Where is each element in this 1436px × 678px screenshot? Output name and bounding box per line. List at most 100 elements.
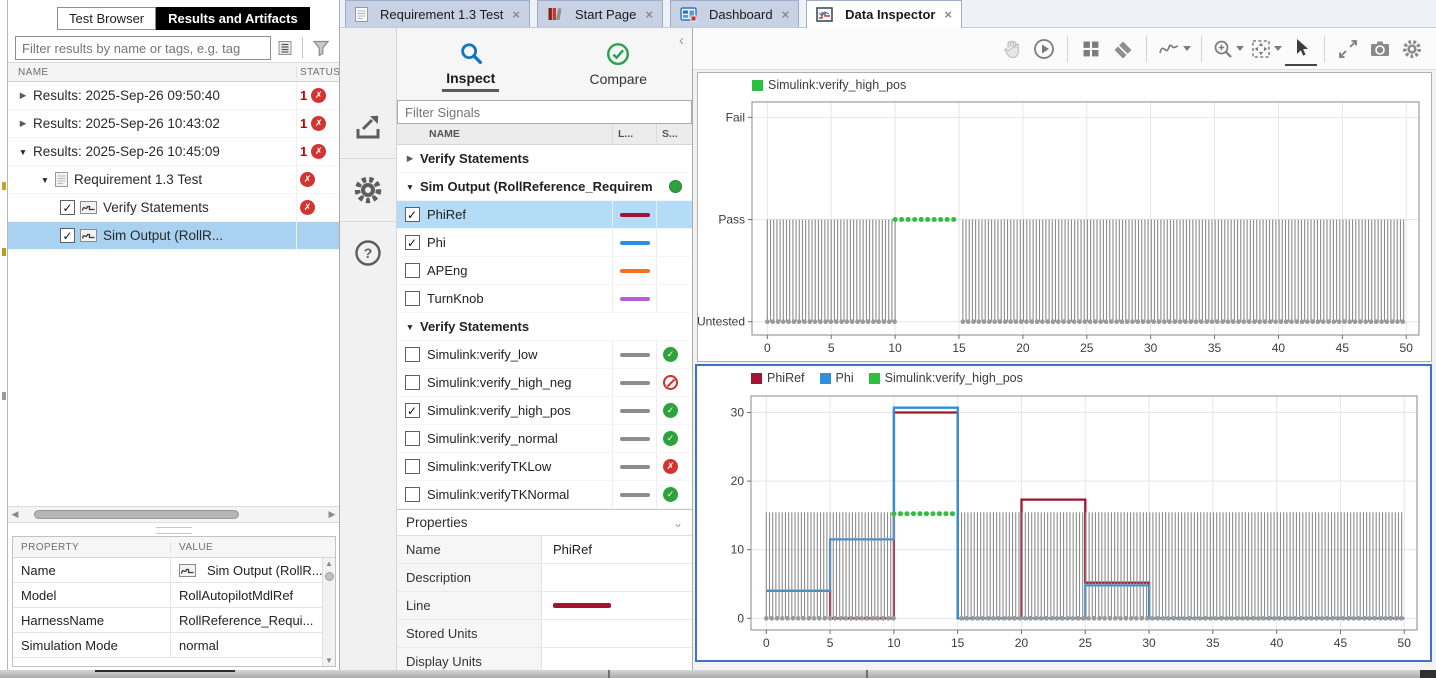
expand-arrow-icon[interactable] [403, 153, 417, 164]
snapshot-button[interactable] [1364, 32, 1396, 66]
collapse-arrow-icon[interactable] [403, 182, 417, 192]
replay-button[interactable] [1028, 32, 1060, 66]
signal-row[interactable]: Simulink:verify_high_pos [397, 397, 692, 425]
signal-row[interactable]: PhiRef [397, 201, 692, 229]
signal-checkbox[interactable] [404, 291, 420, 306]
list-view-icon[interactable] [271, 36, 299, 60]
row-checkbox[interactable] [60, 228, 75, 243]
signal-checkbox[interactable] [404, 375, 420, 390]
property-row[interactable]: Model RollAutopilotMdlRef [13, 583, 335, 608]
fit-to-view-button[interactable] [1247, 32, 1285, 66]
signal-checkbox[interactable] [404, 235, 420, 250]
data-cursor-button[interactable] [1285, 32, 1317, 66]
signal-row[interactable]: Simulink:verify_normal [397, 425, 692, 453]
close-icon[interactable]: × [781, 6, 790, 22]
scroll-up-icon[interactable]: ▲ [325, 559, 333, 568]
property-row[interactable]: Simulation Mode normal [13, 633, 335, 658]
collapse-arrow-icon[interactable] [403, 322, 417, 332]
collapse-arrow-icon[interactable] [16, 147, 30, 157]
scroll-left-icon[interactable]: ◀ [11, 509, 19, 519]
signal-checkbox[interactable] [404, 403, 420, 418]
close-icon[interactable]: × [645, 6, 653, 22]
document-tab-requirement-1-3-test[interactable]: Requirement 1.3 Test × [345, 0, 530, 27]
tab-test-browser[interactable]: Test Browser [57, 7, 157, 30]
results-tree-row[interactable]: Results: 2025-Sep-26 09:50:40 1 [8, 82, 339, 110]
signal-checkbox[interactable] [404, 263, 420, 278]
results-tree-row[interactable]: Results: 2025-Sep-26 10:43:02 1 [8, 110, 339, 138]
export-icon[interactable] [340, 96, 396, 158]
signal-row[interactable]: Simulink:verifyTKNormal [397, 481, 692, 509]
document-tab-start-page[interactable]: Start Page × [536, 0, 663, 27]
close-icon[interactable]: × [512, 6, 520, 22]
signal-property-row[interactable]: Description [397, 564, 692, 592]
chevron-down-icon[interactable] [1183, 46, 1191, 51]
scroll-right-icon[interactable]: ▶ [328, 509, 336, 519]
settings-button[interactable] [1396, 32, 1428, 66]
chevron-down-icon[interactable] [1236, 46, 1244, 51]
close-icon[interactable]: × [944, 7, 953, 22]
signal-property-row[interactable]: Stored Units [397, 620, 692, 648]
signal-style-button[interactable] [1154, 32, 1194, 66]
help-icon[interactable]: ? [340, 222, 396, 284]
results-tree-row[interactable]: Verify Statements [8, 194, 339, 222]
signal-property-row[interactable]: Display Units [397, 648, 692, 670]
collapse-panel-icon[interactable]: ‹ [679, 32, 684, 49]
signal-filter-input[interactable] [397, 100, 692, 124]
signal-group-row[interactable]: Verify Statements [397, 145, 692, 173]
signal-checkbox[interactable] [404, 487, 420, 502]
horizontal-scrollbar[interactable]: ◀ ▶ [8, 506, 339, 523]
signal-subplot-selected[interactable]: PhiRef Phi Simulink:verify_high_pos 0 5 10 15… [695, 364, 1432, 662]
chevron-down-icon[interactable]: ⌄ [672, 515, 683, 530]
signal-row[interactable]: Simulink:verify_low [397, 341, 692, 369]
results-filter-input[interactable] [15, 36, 271, 60]
filter-funnel-icon[interactable] [307, 36, 335, 60]
plot-area[interactable]: 0 5 10 15 20 25 30 35 40 45 50 30 20 10 0 [697, 390, 1430, 660]
verify-result-subplot[interactable]: Simulink:verify_high_pos 0 5 10 15 20 25 30 35 4… [697, 72, 1432, 362]
signal-checkbox[interactable] [404, 347, 420, 362]
results-tree-row[interactable]: Sim Output (RollR... [8, 222, 339, 250]
signal-row[interactable]: TurnKnob [397, 285, 692, 313]
plot-area[interactable]: 0 5 10 15 20 25 30 35 40 45 50 Fail Pass Untested [698, 97, 1431, 361]
property-row[interactable]: HarnessName RollReference_Requi... [13, 608, 335, 633]
status-cell [656, 481, 692, 508]
gear-icon[interactable] [340, 159, 396, 221]
signal-property-row[interactable]: Line [397, 592, 692, 620]
panel-splitter[interactable] [8, 524, 339, 535]
clear-plots-button[interactable] [1107, 32, 1139, 66]
tab-results-and-artifacts[interactable]: Results and Artifacts [156, 7, 310, 30]
signal-properties-header[interactable]: Properties ⌄ [397, 509, 692, 536]
signal-row[interactable]: Simulink:verifyTKLow [397, 453, 692, 481]
scroll-down-icon[interactable]: ▼ [325, 656, 333, 665]
collapsed-panel-strip[interactable] [0, 0, 8, 670]
os-taskbar[interactable] [0, 670, 1436, 678]
signal-row[interactable]: Phi [397, 229, 692, 257]
pan-button[interactable] [996, 32, 1028, 66]
chevron-down-icon[interactable] [1274, 46, 1282, 51]
scrollbar-thumb[interactable] [325, 572, 334, 581]
scrollbar-thumb[interactable] [34, 510, 239, 519]
signal-checkbox[interactable] [404, 431, 420, 446]
expand-arrow-icon[interactable] [16, 118, 30, 129]
signal-group-row[interactable]: Verify Statements [397, 313, 692, 341]
results-tree-row[interactable]: Requirement 1.3 Test [8, 166, 339, 194]
svg-text:0: 0 [763, 636, 770, 650]
maximize-button[interactable] [1332, 32, 1364, 66]
property-row[interactable]: Name Sim Output (RollR... [13, 558, 335, 583]
zoom-in-button[interactable] [1209, 32, 1247, 66]
document-tab-data-inspector[interactable]: Data Inspector × [806, 0, 963, 28]
collapse-arrow-icon[interactable] [38, 175, 52, 185]
signal-checkbox[interactable] [404, 459, 420, 474]
expand-arrow-icon[interactable] [16, 90, 30, 101]
results-tree-row[interactable]: Results: 2025-Sep-26 10:45:09 1 [8, 138, 339, 166]
vertical-scrollbar[interactable]: ▲ ▼ [322, 558, 335, 666]
signal-row[interactable]: Simulink:verify_high_neg [397, 369, 692, 397]
row-checkbox[interactable] [60, 200, 75, 215]
signal-property-row[interactable]: Name PhiRef [397, 536, 692, 564]
tab-inspect[interactable]: Inspect [397, 28, 545, 100]
signal-checkbox[interactable] [404, 207, 420, 222]
tab-compare[interactable]: Compare [545, 28, 693, 100]
subplot-layout-button[interactable] [1075, 32, 1107, 66]
signal-row[interactable]: APEng [397, 257, 692, 285]
document-tab-dashboard[interactable]: Dashboard × [669, 0, 800, 27]
signal-group-row[interactable]: Sim Output (RollReference_Requirem [397, 173, 692, 201]
